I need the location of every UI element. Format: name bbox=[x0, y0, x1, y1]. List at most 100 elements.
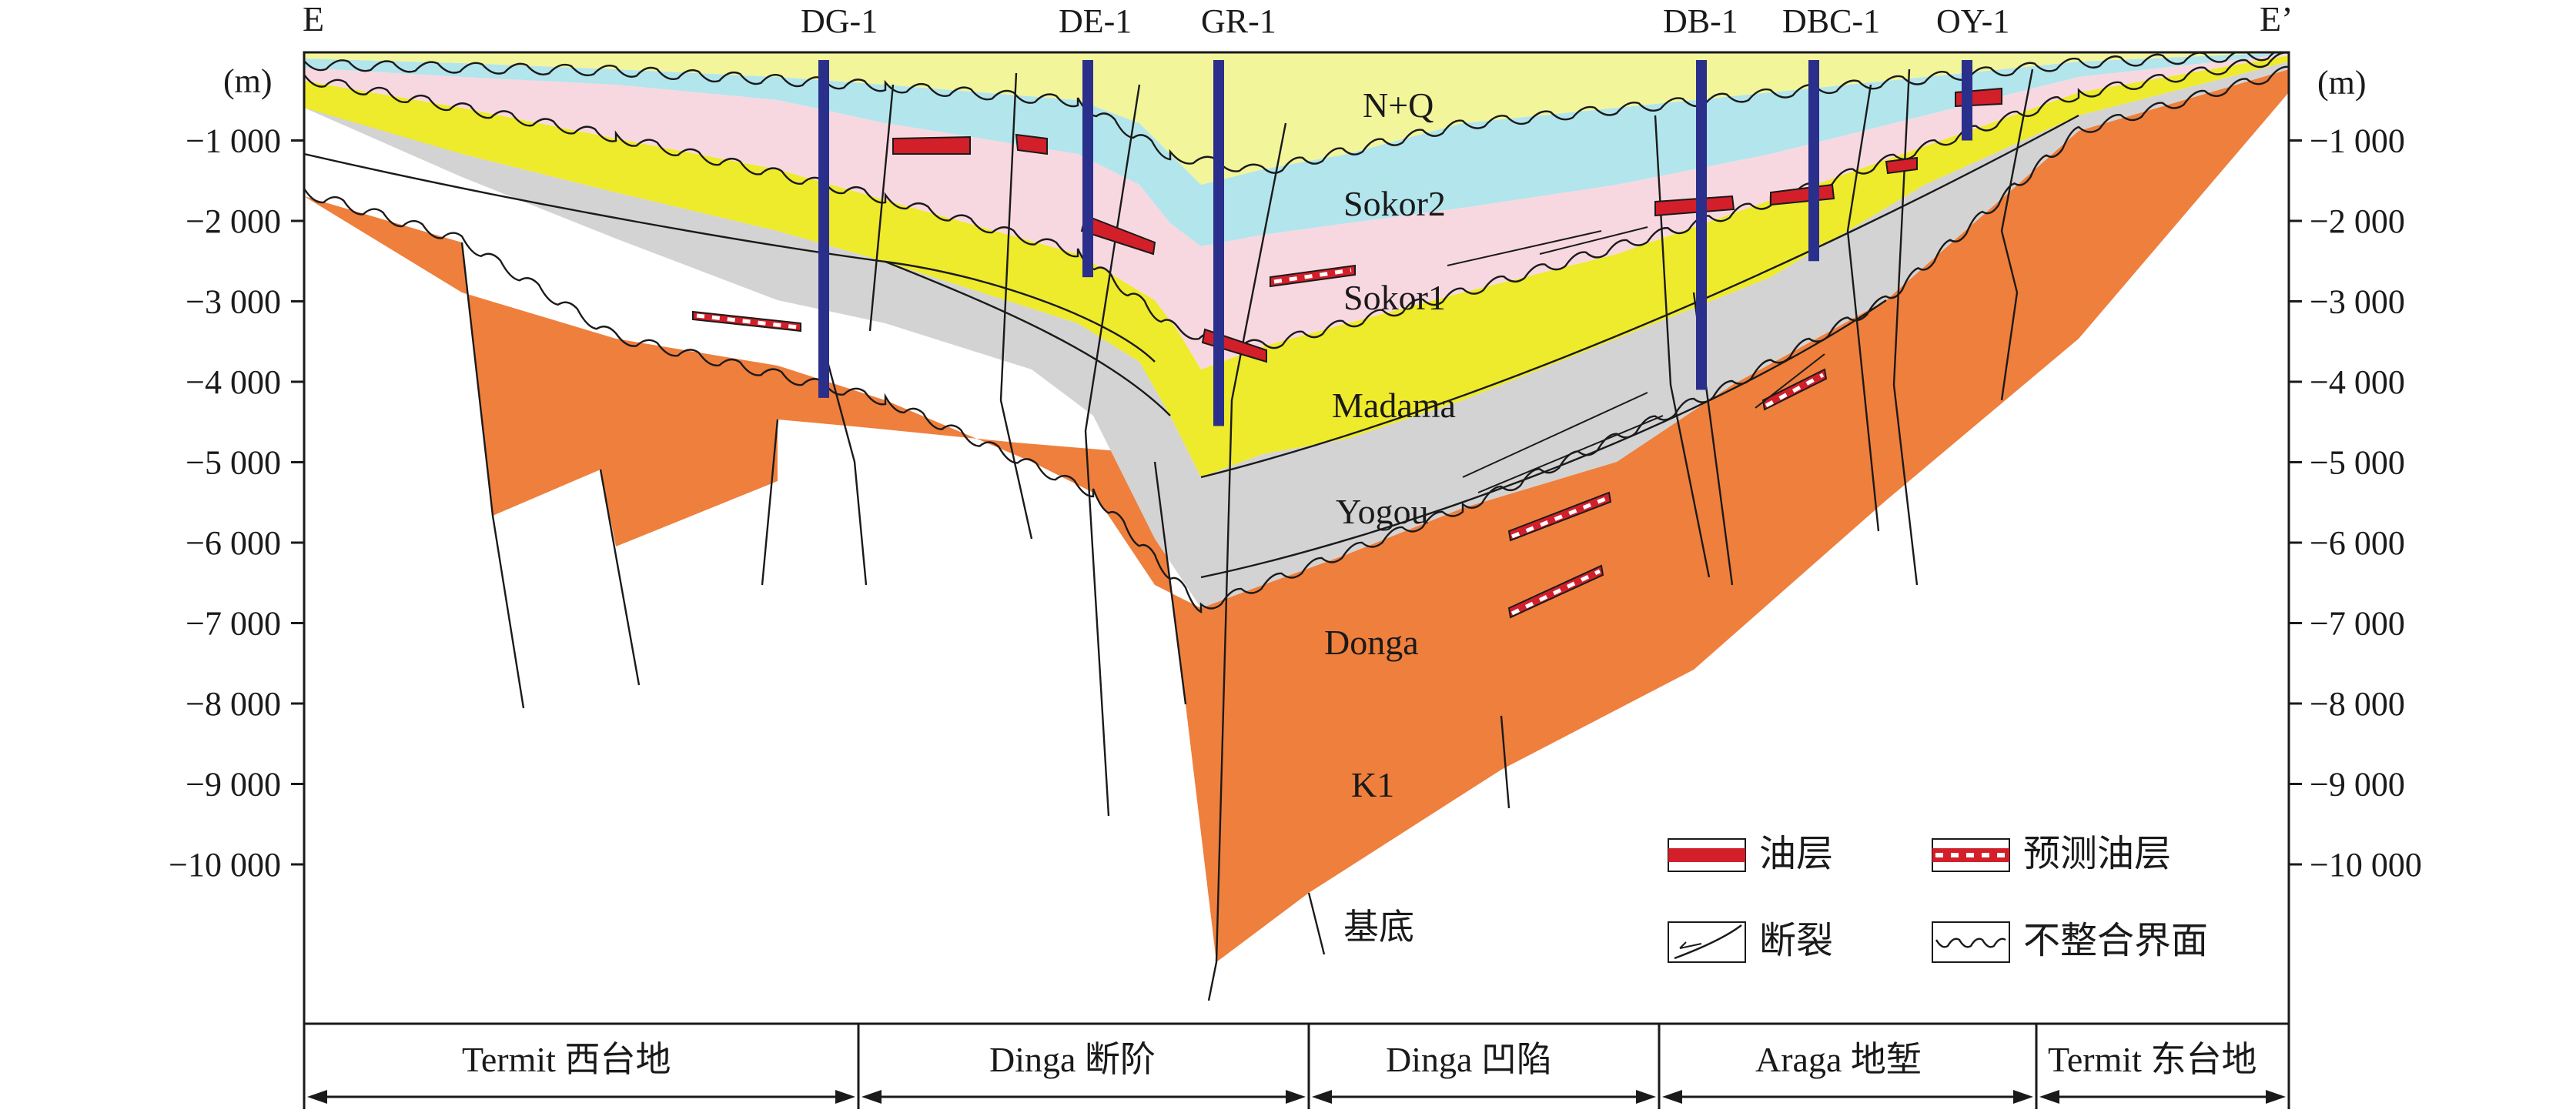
fault-line bbox=[1500, 715, 1510, 809]
geologic-body bbox=[304, 52, 2289, 1024]
sand-stringer bbox=[1462, 392, 1648, 478]
legend-fault-label: 断裂 bbox=[1759, 921, 1833, 961]
k1-layer bbox=[304, 69, 2289, 962]
fault-line bbox=[460, 242, 525, 709]
fault-line bbox=[868, 84, 895, 332]
formation-label-basement: 基底 bbox=[1343, 907, 1414, 947]
depth-tick-label-right: −5 000 bbox=[2310, 444, 2405, 482]
horizon-line bbox=[1200, 299, 1887, 579]
depth-tick-label-left: −1 000 bbox=[186, 122, 281, 160]
well-label-de1: DE-1 bbox=[1059, 2, 1132, 40]
well-db1 bbox=[1696, 60, 1707, 390]
depth-tick-label-left: −10 000 bbox=[169, 846, 281, 884]
well-oy1 bbox=[1962, 60, 1972, 141]
well-label-dbc1: DBC-1 bbox=[1782, 2, 1880, 40]
fault-line bbox=[599, 469, 641, 686]
region-arrows bbox=[307, 1090, 2286, 1104]
depth-tick-label-right: −10 000 bbox=[2310, 846, 2422, 884]
region-label-dinga-sag: Dinga 凹陷 bbox=[1386, 1040, 1552, 1079]
arrow-left-icon bbox=[307, 1090, 327, 1104]
madama-layer bbox=[304, 55, 2289, 477]
section-end-left: E bbox=[303, 0, 324, 38]
depth-unit-left: (m) bbox=[223, 62, 273, 100]
donga-yogou-layer bbox=[304, 62, 2289, 608]
depth-tick-label-right: −7 000 bbox=[2310, 605, 2405, 643]
legend-fault-swatch bbox=[1668, 921, 1746, 963]
fault-line bbox=[1307, 892, 1326, 955]
arrow-right-icon bbox=[2013, 1090, 2033, 1104]
oil-layer bbox=[1885, 156, 1918, 175]
well-label-oy1: OY-1 bbox=[1936, 2, 2009, 40]
well-label-gr1: GR-1 bbox=[1201, 2, 1276, 40]
region-bar: Termit 西台地 Dinga 断阶 Dinga 凹陷 Araga 地堑 Te… bbox=[303, 1024, 2290, 1109]
horizon-line bbox=[1200, 114, 2079, 479]
legend-fault-arrow-icon bbox=[1679, 941, 1702, 949]
formation-label-sokor1: Sokor1 bbox=[1343, 278, 1446, 317]
sand-stringer bbox=[1539, 226, 1648, 255]
sokor1-layer bbox=[304, 54, 2289, 369]
unconformity-lines bbox=[304, 52, 2289, 613]
depth-tick-label-left: −4 000 bbox=[186, 363, 281, 401]
depth-tick-label-right: −9 000 bbox=[2310, 766, 2405, 804]
formation-label-madama: Madama bbox=[1332, 386, 1456, 425]
section-end-right: E’ bbox=[2260, 0, 2293, 38]
predicted-oil-layers bbox=[692, 264, 1828, 619]
sand-stringer bbox=[1447, 230, 1602, 266]
depth-tick-label-right: −6 000 bbox=[2310, 524, 2405, 562]
oil-layer bbox=[892, 135, 971, 155]
depth-axis-left: (m) −1 000 −2 000 −3 000 −4 000 −5 000 −6 000… bbox=[169, 62, 304, 884]
sokor2-layer bbox=[304, 52, 2289, 246]
depth-tick-label-left: −8 000 bbox=[186, 685, 281, 723]
well-label-db1: DB-1 bbox=[1663, 2, 1738, 40]
horizon-lines bbox=[304, 114, 2079, 579]
predicted-oil-layer bbox=[1270, 264, 1356, 288]
arrow-left-icon bbox=[861, 1090, 882, 1104]
depth-tick-label-left: −6 000 bbox=[186, 524, 281, 562]
legend-oil-label: 油层 bbox=[1759, 834, 1833, 874]
depth-axis-right: (m) −1 000 −2 000 −3 000 −4 000 −5 000 −6 000… bbox=[2289, 64, 2422, 884]
fault-line bbox=[999, 72, 1033, 540]
depth-tick-label-left: −3 000 bbox=[186, 283, 281, 321]
legend-fault-line bbox=[1674, 924, 1742, 960]
region-label-termit-east: Termit 东台地 bbox=[2048, 1040, 2257, 1079]
sand-stringer bbox=[1755, 353, 1825, 409]
fault-line bbox=[1084, 84, 1141, 817]
arrow-left-icon bbox=[1662, 1090, 1682, 1104]
well-dbc1 bbox=[1808, 60, 1819, 262]
arrow-right-icon bbox=[835, 1090, 855, 1104]
arrow-left-icon bbox=[1312, 1090, 1332, 1104]
depth-tick-label-right: −8 000 bbox=[2310, 685, 2405, 723]
depth-unit-right: (m) bbox=[2317, 64, 2367, 102]
well-dg1 bbox=[818, 60, 829, 398]
legend-item-oil: 油层 bbox=[1668, 834, 1833, 874]
section-frame bbox=[303, 51, 2290, 1025]
legend-oil-swatch-fill bbox=[1668, 848, 1745, 862]
legend-item-predicted-oil: 预测油层 bbox=[1932, 834, 2171, 874]
arrow-right-icon bbox=[1636, 1090, 1656, 1104]
formation-label-donga: Donga bbox=[1324, 623, 1419, 662]
predicted-oil-dash bbox=[1765, 373, 1825, 408]
fault-line bbox=[761, 419, 779, 586]
fault-line bbox=[2000, 69, 2034, 293]
sand-stringer bbox=[1477, 415, 1664, 493]
depth-tick-label-left: −9 000 bbox=[186, 766, 281, 804]
formation-labels: N+Q Sokor2 Sokor1 Madama Yogou Donga K1 … bbox=[1324, 85, 1456, 947]
depth-tick-label-right: −4 000 bbox=[2310, 363, 2405, 401]
arrow-right-icon bbox=[2266, 1090, 2286, 1104]
depth-tick-label-right: −2 000 bbox=[2310, 202, 2405, 240]
depth-tick-label-left: −5 000 bbox=[186, 444, 281, 482]
nq-layer bbox=[304, 52, 2289, 185]
unconformity-line bbox=[304, 52, 2289, 349]
formation-label-yogou: Yogou bbox=[1336, 492, 1429, 531]
region-label-termit-west: Termit 西台地 bbox=[462, 1040, 671, 1079]
well-de1 bbox=[1082, 60, 1093, 278]
fault-line bbox=[1207, 122, 1287, 1001]
legend: 油层 预测油层 断裂 不整合界面 bbox=[1668, 834, 2208, 963]
fault-line bbox=[1153, 461, 1187, 705]
legend-item-unconformity: 不整合界面 bbox=[1932, 921, 2208, 963]
unconformity-line bbox=[304, 65, 2289, 613]
fault-line bbox=[2000, 292, 2019, 401]
unconformity-line bbox=[304, 52, 2277, 174]
